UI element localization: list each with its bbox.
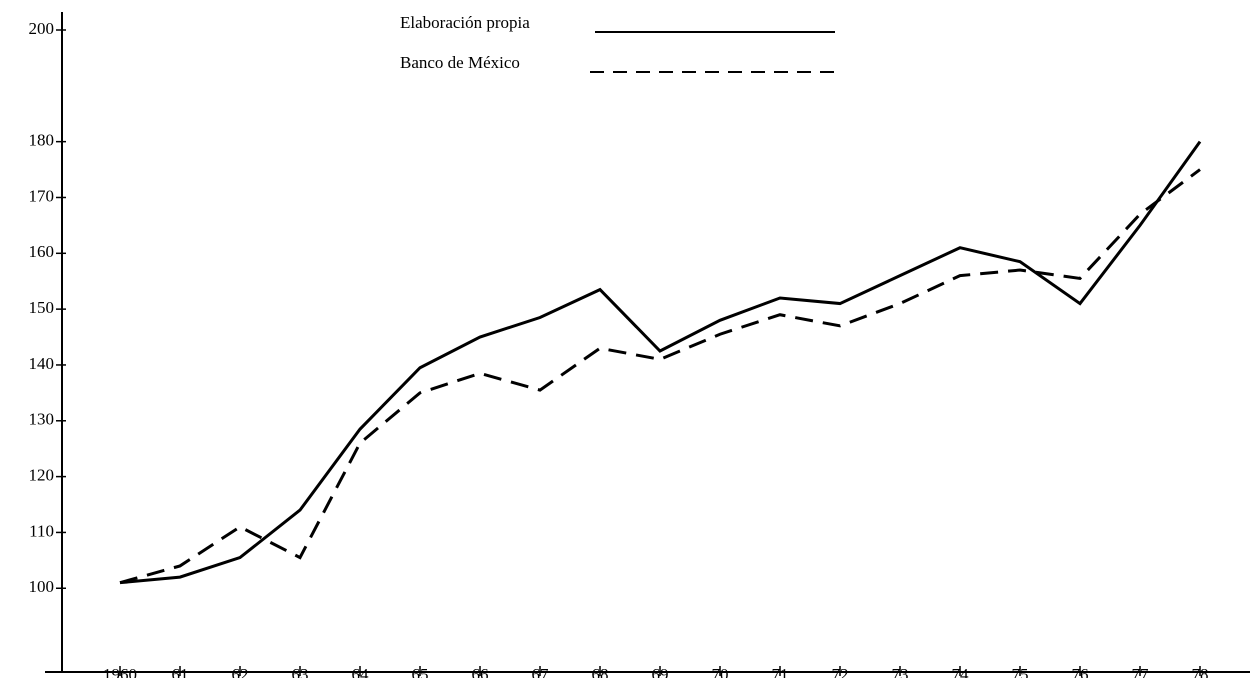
x-tick-label: 72: [832, 665, 849, 678]
y-tick-label: 200: [29, 19, 55, 38]
legend-label: Elaboración propia: [400, 13, 530, 32]
x-tick-label: 74: [952, 665, 970, 678]
y-tick-label: 110: [29, 521, 54, 540]
x-tick-label: 75: [1012, 665, 1029, 678]
x-tick-label: 68: [592, 665, 609, 678]
x-tick-label: 71: [772, 665, 789, 678]
x-tick-label: 62: [232, 665, 249, 678]
y-tick-label: 150: [29, 298, 55, 317]
y-tick-label: 160: [29, 242, 55, 261]
y-tick-label: 140: [29, 354, 55, 373]
x-tick-label: 77: [1132, 665, 1150, 678]
x-tick-label: 67: [532, 665, 550, 678]
y-tick-label: 170: [29, 186, 55, 205]
y-tick-label: 100: [29, 577, 55, 596]
y-tick-label: 180: [29, 131, 55, 150]
x-tick-label: 76: [1072, 665, 1089, 678]
y-tick-label: 120: [29, 466, 55, 485]
legend-label: Banco de México: [400, 53, 520, 72]
x-tick-label: 64: [352, 665, 370, 678]
series-line: [119, 140, 1202, 585]
x-tick-label: 78: [1192, 665, 1209, 678]
x-tick-label: 70: [712, 665, 729, 678]
x-tick-label: 65: [412, 665, 429, 678]
series-line: [119, 168, 1201, 585]
x-tick-label: 1960: [103, 665, 137, 678]
x-tick-label: 63: [292, 665, 309, 678]
x-tick-label: 69: [652, 665, 669, 678]
x-tick-label: 73: [892, 665, 909, 678]
x-tick-label: 61: [172, 665, 189, 678]
y-tick-label: 130: [29, 410, 55, 429]
x-tick-label: 66: [472, 665, 489, 678]
